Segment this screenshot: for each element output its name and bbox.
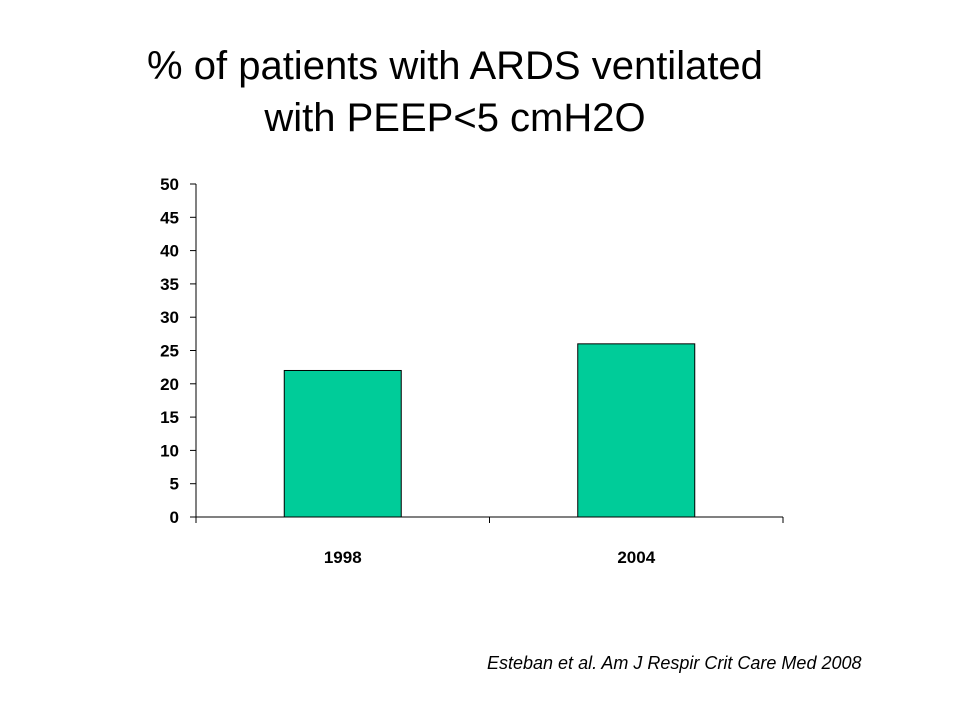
- citation: Esteban et al. Am J Respir Crit Care Med…: [487, 653, 862, 673]
- y-tick-label: 40: [160, 242, 179, 261]
- y-tick-label: 25: [160, 342, 179, 361]
- bar: [577, 343, 696, 518]
- y-tick-label: 30: [160, 308, 179, 327]
- title-line-2: with PEEP<5 cmH2O: [264, 96, 646, 140]
- x-tick-label: 2004: [617, 548, 655, 567]
- y-tick-label: 0: [170, 508, 179, 527]
- y-tick-label: 15: [160, 408, 179, 427]
- y-tick-label: 50: [160, 175, 179, 194]
- slide-title: % of patients with ARDS ventilated with …: [0, 40, 910, 144]
- x-tick-label: 1998: [324, 548, 362, 567]
- title-line-1: % of patients with ARDS ventilated: [147, 44, 763, 88]
- bar: [283, 369, 402, 518]
- y-tick-label: 45: [160, 208, 179, 227]
- y-tick-label: 20: [160, 375, 179, 394]
- y-tick-label: 10: [160, 441, 179, 460]
- y-tick-label: 5: [170, 475, 179, 494]
- y-tick-label: 35: [160, 275, 179, 294]
